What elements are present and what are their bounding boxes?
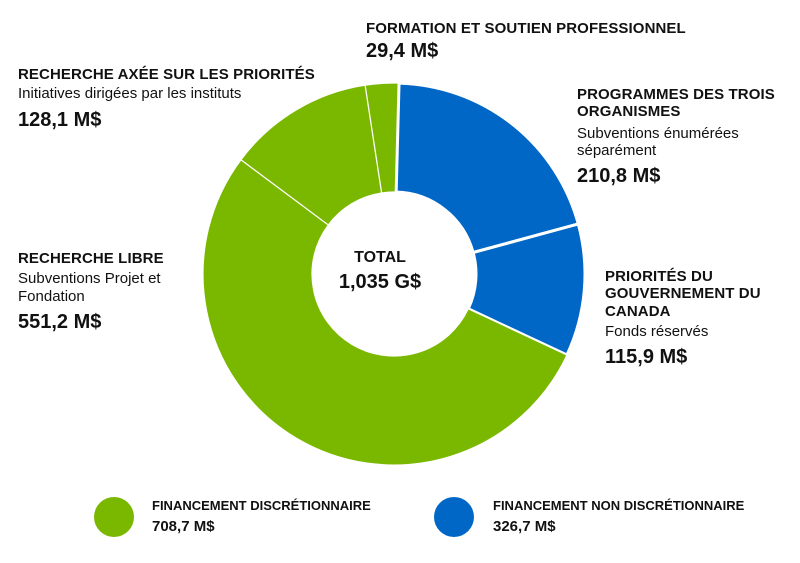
slice-heading: RECHERCHE AXÉE SUR LES PRIORITÉS: [18, 66, 315, 83]
slice-heading: PRIORITÉS DU GOUVERNEMENT DU CANADA: [605, 268, 761, 320]
legend-label: FINANCEMENT DISCRÉTIONNAIRE: [152, 498, 371, 513]
slice-recherche-axee: [240, 84, 383, 226]
slice-subtitle: Subventions énumérées séparément: [577, 124, 739, 159]
total-label: TOTAL: [354, 249, 406, 266]
slice-heading: FORMATION ET SOUTIEN PROFESSIONNEL: [366, 20, 686, 37]
slice-subtitle: Initiatives dirigées par les instituts: [18, 85, 242, 103]
slice-label-trois-organismes: PROGRAMMES DES TROIS ORGANISMES Subventi…: [577, 86, 787, 188]
slice-value: 115,9 M$: [605, 346, 688, 368]
donut-center-label: TOTAL 1,035 G$: [313, 249, 447, 294]
slice-subtitle: Subventions Projet et Fondation: [18, 270, 161, 305]
slice-label-formation: FORMATION ET SOUTIEN PROFESSIONNEL 29,4 …: [366, 20, 686, 63]
slice-label-priorites-gouvernement: PRIORITÉS DU GOUVERNEMENT DU CANADA Fond…: [605, 268, 795, 369]
slice-recherche-libre: [202, 158, 568, 466]
slice-value: 210,8 M$: [577, 165, 661, 187]
slice-value: 128,1 M$: [18, 108, 102, 131]
slice-subtitle: Fonds réservés: [605, 322, 709, 340]
total-value: 1,035 G$: [338, 271, 422, 293]
slice-trois-organismes: [394, 81, 581, 255]
legend-value: 708,7 M$: [152, 518, 215, 535]
slice-heading: RECHERCHE LIBRE: [18, 250, 164, 267]
slice-value: 29,4 M$: [366, 40, 439, 63]
slice-label-recherche-axee: RECHERCHE AXÉE SUR LES PRIORITÉS Initiat…: [18, 66, 318, 132]
legend-label: FINANCEMENT NON DISCRÉTIONNAIRE: [493, 498, 745, 513]
legend-value: 326,7 M$: [493, 518, 556, 535]
slice-label-recherche-libre: RECHERCHE LIBRE Subventions Projet et Fo…: [18, 250, 198, 334]
slice-heading: PROGRAMMES DES TROIS ORGANISMES: [577, 86, 775, 121]
legend-text: FINANCEMENT NON DISCRÉTIONNAIRE 326,7 M$: [493, 498, 744, 535]
legend-swatch: [434, 497, 474, 537]
legend-text: FINANCEMENT DISCRÉTIONNAIRE 708,7 M$: [152, 498, 371, 535]
slice-value: 551,2 M$: [18, 310, 102, 333]
legend-swatch: [94, 497, 134, 537]
